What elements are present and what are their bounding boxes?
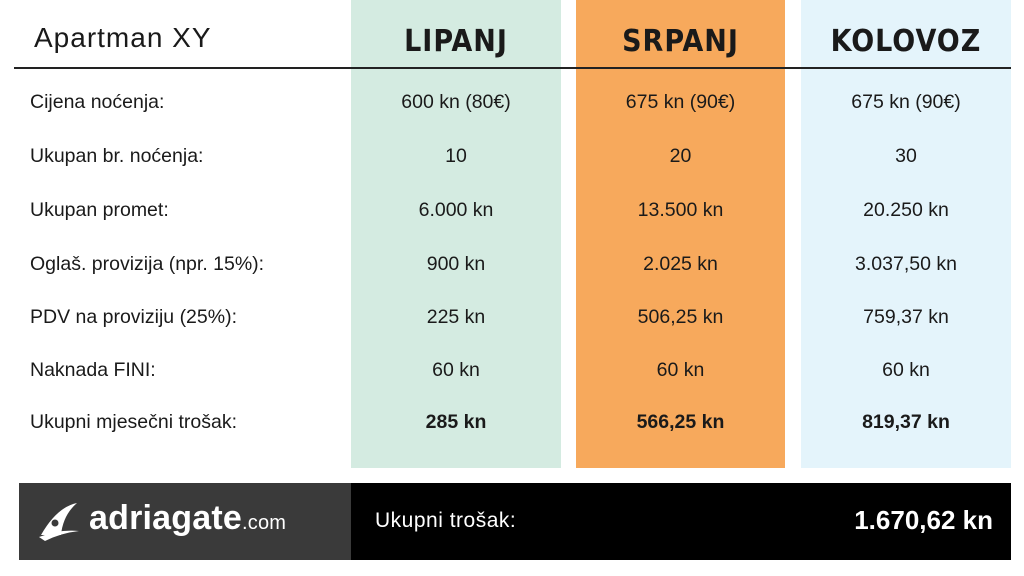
cell-fina-kolovoz: 60 kn <box>882 359 930 381</box>
row-label-pdv: PDV na proviziju (25%): <box>30 306 237 328</box>
cell-provizija-kolovoz: 3.037,50 kn <box>855 253 957 275</box>
column-header-lipanj: LIPANJ <box>404 24 508 59</box>
cell-nocenja-srpanj: 20 <box>669 145 692 167</box>
row-label-promet: Ukupan promet: <box>30 199 169 221</box>
column-srpanj-bg <box>576 0 785 468</box>
footer-bar: adriagate.com Ukupni trošak: 1.670,62 kn <box>19 483 1011 560</box>
cell-cijena-lipanj: 600 kn (80€) <box>401 91 511 113</box>
cell-nocenja-kolovoz: 30 <box>895 145 917 167</box>
page-title: Apartman XY <box>34 22 212 53</box>
row-label-trosak: Ukupni mjesečni trošak: <box>30 411 237 433</box>
cell-trosak-srpanj: 566,25 kn <box>636 411 725 433</box>
column-header-srpanj: SRPANJ <box>622 24 739 59</box>
cell-promet-kolovoz: 20.250 kn <box>863 199 949 221</box>
header-divider <box>14 67 1011 69</box>
cell-promet-lipanj: 6.000 kn <box>418 199 494 221</box>
row-label-nocenja: Ukupan br. noćenja: <box>30 145 204 167</box>
adriagate-sail-icon <box>39 503 79 541</box>
cell-cijena-srpanj: 675 kn (90€) <box>625 91 736 113</box>
row-label-fina: Naknada FINI: <box>30 359 156 381</box>
column-header-kolovoz: KOLOVOZ <box>830 24 982 59</box>
cell-fina-srpanj: 60 kn <box>656 359 705 381</box>
total-cost-value: 1.670,62 kn <box>854 505 993 535</box>
logo-name: adriagate <box>89 499 242 537</box>
cell-trosak-kolovoz: 819,37 kn <box>862 411 950 433</box>
total-cost-label: Ukupni trošak: <box>375 509 517 532</box>
cell-pdv-lipanj: 225 kn <box>426 306 486 328</box>
adriagate-logo: adriagate.com <box>19 483 351 560</box>
column-lipanj-bg <box>351 0 561 468</box>
cell-fina-lipanj: 60 kn <box>432 359 480 381</box>
cell-promet-srpanj: 13.500 kn <box>637 199 724 221</box>
cell-cijena-kolovoz: 675 kn (90€) <box>851 91 961 113</box>
row-label-cijena: Cijena noćenja: <box>30 91 165 113</box>
cell-pdv-kolovoz: 759,37 kn <box>863 306 949 328</box>
cell-nocenja-lipanj: 10 <box>445 145 467 167</box>
logo-suffix: .com <box>241 512 287 534</box>
cell-pdv-srpanj: 506,25 kn <box>637 306 724 328</box>
cell-trosak-lipanj: 285 kn <box>425 411 487 433</box>
column-kolovoz-bg <box>801 0 1011 468</box>
cell-provizija-srpanj: 2.025 kn <box>643 253 718 275</box>
row-label-provizija: Oglaš. provizija (npr. 15%): <box>30 253 265 275</box>
cell-provizija-lipanj: 900 kn <box>426 253 486 275</box>
